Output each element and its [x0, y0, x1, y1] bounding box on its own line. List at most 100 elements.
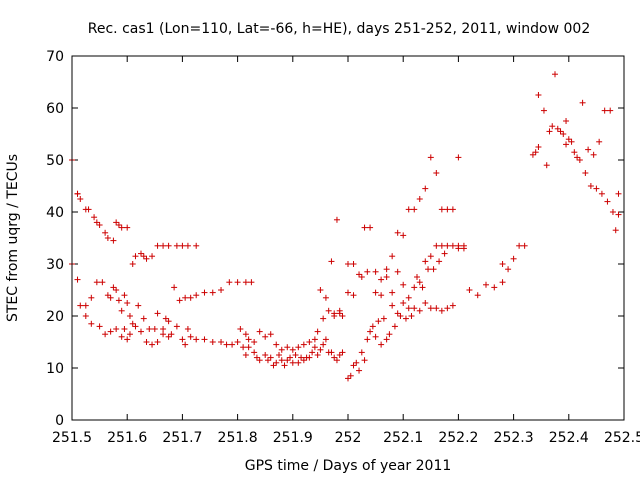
data-point [121, 292, 128, 299]
data-point [394, 268, 401, 275]
data-point [262, 352, 269, 358]
data-point [444, 305, 451, 312]
data-point [389, 253, 396, 260]
data-point [242, 279, 249, 286]
data-point [364, 336, 371, 343]
data-point [138, 328, 144, 335]
data-point [113, 219, 120, 226]
data-point [416, 196, 423, 202]
data-point [414, 274, 420, 280]
data-point [314, 328, 321, 335]
data-point [419, 284, 426, 291]
x-tick-label: 251.5 [52, 430, 92, 446]
data-point [234, 339, 241, 345]
data-point [138, 250, 144, 257]
data-point [491, 284, 498, 291]
x-tick-label: 252 [335, 430, 362, 446]
data-point [289, 359, 296, 366]
data-point [433, 170, 440, 176]
data-point [582, 170, 589, 176]
data-point [300, 341, 307, 348]
data-point [400, 232, 407, 239]
data-point [104, 235, 111, 241]
data-point [171, 284, 178, 291]
data-point [389, 302, 396, 309]
data-point [165, 242, 172, 249]
data-point [82, 313, 89, 319]
data-point [345, 261, 351, 267]
data-point [154, 310, 161, 317]
data-point [176, 297, 183, 304]
data-point [372, 333, 379, 340]
data-point [604, 198, 611, 205]
data-point [77, 196, 84, 202]
data-point [422, 258, 429, 265]
data-point [449, 206, 456, 213]
data-point [193, 292, 200, 299]
data-point [278, 357, 285, 364]
data-point [565, 136, 572, 143]
data-point [165, 333, 172, 340]
data-point [400, 281, 407, 288]
data-point [516, 242, 523, 249]
data-point [96, 323, 103, 330]
data-point [267, 331, 274, 338]
data-point [99, 279, 106, 286]
data-point [339, 313, 346, 319]
data-point [74, 276, 81, 283]
data-point [574, 154, 581, 161]
data-point [278, 346, 285, 353]
data-point [77, 302, 84, 309]
y-tick-label: 30 [46, 257, 64, 273]
data-point [311, 344, 318, 351]
data-point [264, 357, 271, 364]
data-point [245, 336, 252, 343]
data-point [102, 229, 109, 236]
data-point [505, 266, 512, 273]
x-tick-label: 252.3 [494, 430, 534, 446]
data-point [317, 287, 324, 293]
x-axis: 251.5 251.6 251.7 251.8 251.9 252 252.1 252.2 25… [52, 56, 640, 446]
data-point [287, 354, 294, 361]
data-point [182, 341, 189, 348]
data-point [416, 307, 423, 314]
data-point [160, 326, 167, 332]
data-point [339, 349, 346, 356]
x-tick-label: 251.7 [162, 430, 202, 446]
data-point [256, 328, 263, 335]
data-point [554, 125, 561, 132]
data-point [356, 271, 363, 278]
x-axis-label: GPS time / Days of year 2011 [245, 458, 452, 474]
data-point [466, 287, 473, 293]
data-point [140, 315, 147, 322]
data-point [143, 339, 150, 345]
data-point [96, 222, 103, 228]
data-point [298, 354, 305, 361]
data-point [408, 313, 415, 319]
data-point [251, 339, 258, 345]
data-point [118, 333, 125, 340]
data-point [389, 289, 396, 296]
data-point [273, 359, 280, 366]
data-point [585, 146, 592, 153]
data-point [331, 310, 338, 317]
x-tick-label: 252.5 [604, 430, 640, 446]
data-point [295, 359, 302, 366]
data-point [132, 323, 139, 330]
data-point [328, 349, 335, 356]
y-tick-label: 50 [46, 153, 64, 169]
y-tick-label: 10 [46, 361, 64, 377]
data-point [267, 354, 274, 361]
data-point [400, 300, 407, 306]
y-tick-label: 60 [46, 101, 64, 117]
data-point [322, 294, 329, 301]
data-point [433, 242, 440, 249]
data-point [571, 149, 578, 156]
data-point [549, 123, 556, 130]
data-point [140, 253, 147, 260]
x-tick-label: 252.1 [383, 430, 423, 446]
data-point [160, 242, 167, 249]
data-point [143, 255, 150, 262]
data-point [314, 352, 321, 358]
data-point [124, 300, 131, 306]
